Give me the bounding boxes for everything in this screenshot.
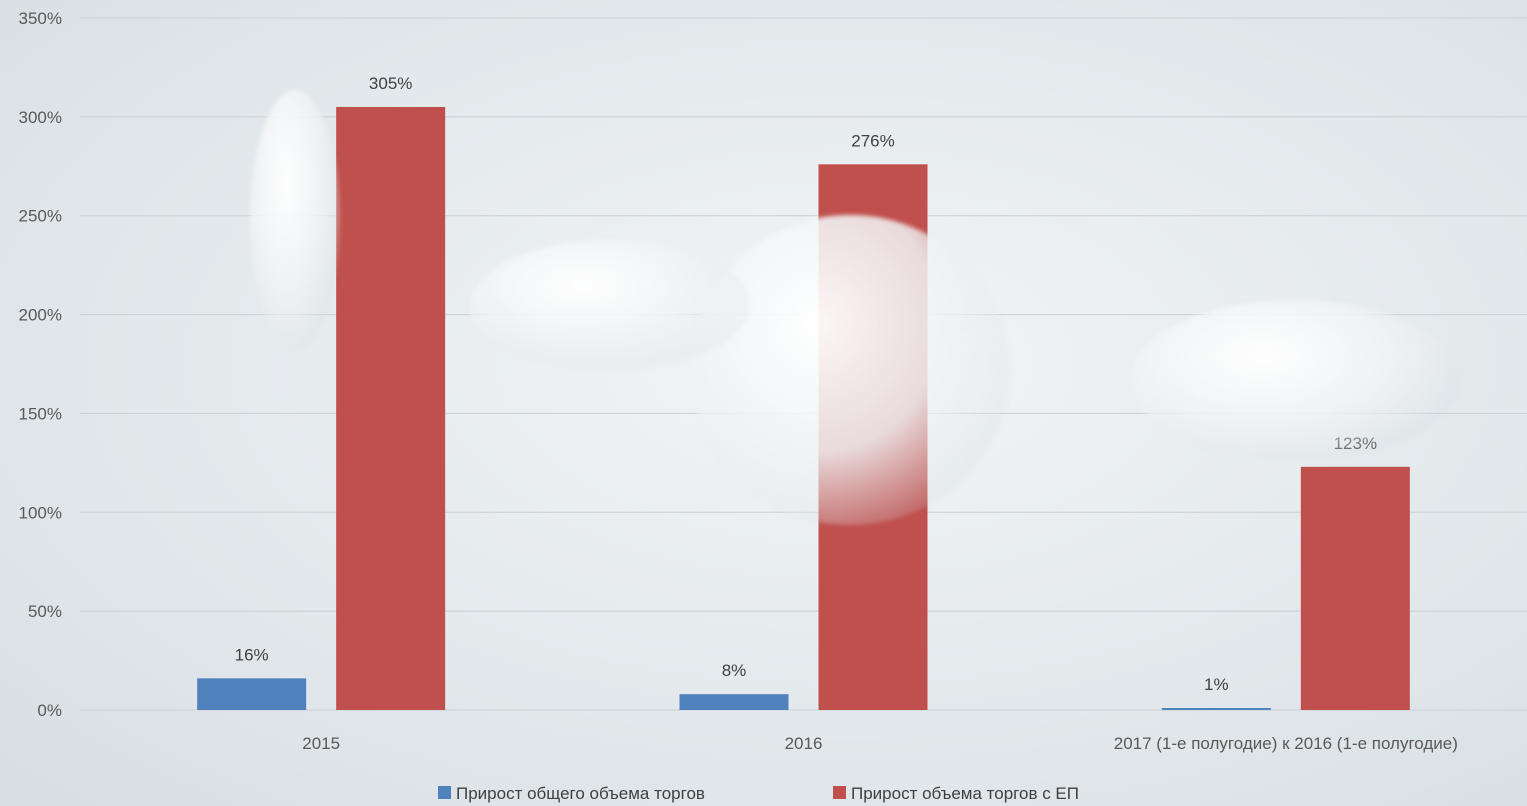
data-label: 1%	[1204, 675, 1229, 694]
bar-series-1-cat-0	[336, 106, 446, 710]
data-label: 305%	[369, 74, 412, 93]
legend: Прирост общего объема торгов Прирост объе…	[438, 784, 1079, 803]
y-axis-tick-labels: 0% 50% 100% 150% 200% 250% 300% 350%	[19, 9, 62, 720]
data-label: 276%	[851, 131, 894, 150]
x-tick-label: 2015	[302, 734, 340, 753]
y-tick-label: 150%	[19, 404, 62, 423]
x-axis-tick-labels: 2015 2016 2017 (1-е полугодие) к 2016 (1-е…	[302, 734, 1458, 753]
y-tick-label: 0%	[37, 701, 62, 720]
background-pill-decoration	[470, 240, 750, 370]
y-tick-label: 350%	[19, 9, 62, 28]
y-tick-label: 300%	[19, 108, 62, 127]
y-tick-label: 100%	[19, 503, 62, 522]
x-tick-label: 2017 (1-е полугодие) к 2016 (1-е полугод…	[1114, 734, 1458, 753]
y-tick-label: 250%	[19, 207, 62, 226]
data-label: 16%	[235, 645, 269, 664]
legend-label: Прирост объема торгов с ЕП	[851, 784, 1079, 803]
y-tick-label: 50%	[28, 602, 62, 621]
y-tick-label: 200%	[19, 306, 62, 325]
legend-swatch	[438, 786, 451, 799]
background-pill-decoration	[250, 90, 340, 350]
bar-series-0-cat-1	[679, 694, 789, 710]
data-label: 8%	[722, 661, 747, 680]
bar-series-1-cat-2	[1300, 466, 1410, 710]
legend-swatch	[833, 786, 846, 799]
background-pill-decoration	[690, 215, 1010, 525]
background-pill-decoration	[1130, 300, 1460, 460]
legend-label: Прирост общего объема торгов	[456, 784, 705, 803]
bar-series-0-cat-0	[197, 678, 307, 710]
bar-series-0-cat-2	[1161, 708, 1271, 710]
x-tick-label: 2016	[785, 734, 823, 753]
